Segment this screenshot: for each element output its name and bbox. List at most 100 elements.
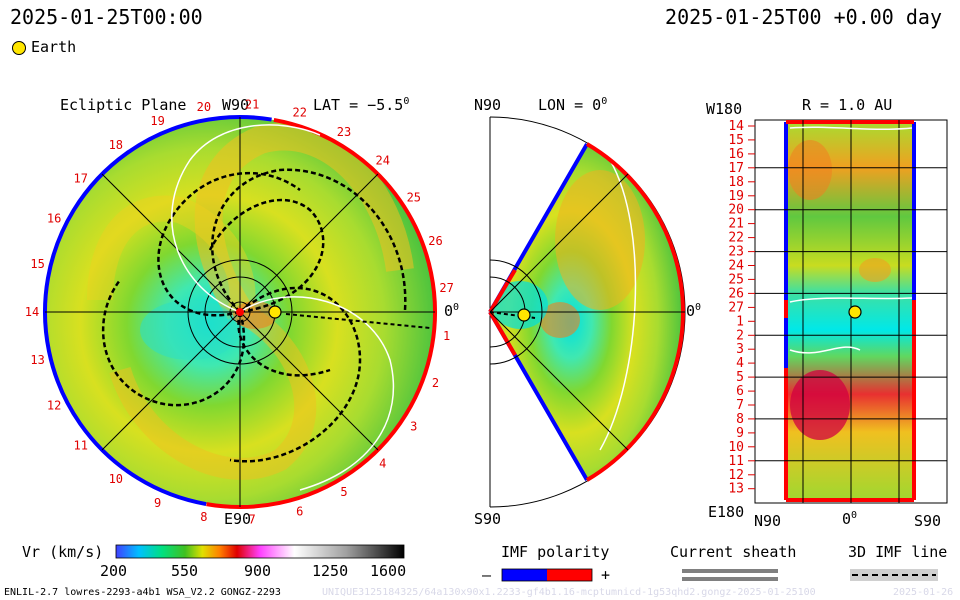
synoptic-row-label-4: 4 xyxy=(736,356,744,371)
synoptic-row-label-7: 7 xyxy=(736,398,744,413)
watermark: UNIQUE3125184325/64a130x90x1.2233-gf4b1.… xyxy=(322,587,816,598)
ecliptic-sector-26: 26 xyxy=(428,234,442,248)
synoptic-row-label-22: 22 xyxy=(728,231,744,246)
imf-polarity-title: IMF polarity xyxy=(501,543,610,561)
ecliptic-sector-1: 1 xyxy=(443,329,450,343)
synoptic-row-label-6: 6 xyxy=(736,384,744,399)
ecliptic-sector-25: 25 xyxy=(407,191,421,205)
meridional-wedge xyxy=(488,116,686,508)
synoptic-row-label-5: 5 xyxy=(736,370,744,385)
ecliptic-lat-label: LAT = −5.50 xyxy=(313,96,410,114)
ecliptic-sector-19: 19 xyxy=(150,114,164,128)
ecliptic-sector-11: 11 xyxy=(73,439,87,453)
imf-negative-swatch xyxy=(502,569,547,581)
watermark-date: 2025-01-26 xyxy=(893,587,954,598)
earth-marker-meridional xyxy=(517,308,531,322)
ecliptic-disc xyxy=(43,115,437,509)
synoptic-map: 1415161718192021222324252627123456789101… xyxy=(728,119,948,504)
synoptic-row-label-27: 27 xyxy=(728,300,744,315)
earth-marker-ecliptic xyxy=(268,305,282,319)
ecliptic-sector-4: 4 xyxy=(379,456,386,470)
colorbar-tick-1250: 1250 xyxy=(312,562,349,580)
ecliptic-sector-3: 3 xyxy=(410,419,417,433)
ecliptic-sector-12: 12 xyxy=(47,398,61,412)
ecliptic-sector-2: 2 xyxy=(432,376,439,390)
earth-legend-label: Earth xyxy=(31,38,77,56)
colorbar-tick-550: 550 xyxy=(171,562,199,580)
ecliptic-title: Ecliptic Plane xyxy=(60,96,187,114)
ecliptic-sector-27: 27 xyxy=(439,281,453,295)
ecliptic-sector-20: 20 xyxy=(197,100,211,114)
colorbar-tick-1600: 1600 xyxy=(370,562,407,580)
synoptic-row-label-19: 19 xyxy=(728,189,744,204)
imf-minus-sign: – xyxy=(482,566,492,584)
synoptic-row-label-8: 8 xyxy=(736,412,744,427)
imf-line-symbol xyxy=(850,569,938,581)
synoptic-x-label-s90: S90 xyxy=(914,512,942,530)
ecliptic-sector-17: 17 xyxy=(73,171,87,185)
ecliptic-sector-7: 7 xyxy=(248,513,255,527)
current-sheath-title: Current sheath xyxy=(670,543,797,561)
ecliptic-sector-14: 14 xyxy=(25,305,39,319)
ecliptic-sector-5: 5 xyxy=(340,485,347,499)
synoptic-row-label-10: 10 xyxy=(728,440,744,455)
synoptic-row-label-20: 20 xyxy=(728,203,744,218)
current-sheath-symbol xyxy=(682,569,778,581)
ecliptic-sector-10: 10 xyxy=(109,472,123,486)
ecliptic-sector-9: 9 xyxy=(154,496,161,510)
ecliptic-sector-18: 18 xyxy=(109,138,123,152)
synoptic-row-label-9: 9 xyxy=(736,426,744,441)
ecliptic-bottom-label: E90 xyxy=(224,510,252,528)
synoptic-row-label-14: 14 xyxy=(728,119,744,134)
ecliptic-sector-23: 23 xyxy=(337,125,351,139)
vr-colorbar xyxy=(115,544,405,559)
meridional-bottom-left: S90 xyxy=(474,510,502,528)
synoptic-x-label-zero: 00 xyxy=(842,510,858,528)
synoptic-row-label-24: 24 xyxy=(728,259,744,274)
right-timestamp: 2025-01-25T00 +0.00 day xyxy=(665,5,942,29)
ecliptic-sector-15: 15 xyxy=(30,257,44,271)
meridional-lon-label: LON = 00 xyxy=(538,96,608,114)
synoptic-row-label-21: 21 xyxy=(728,217,744,232)
synoptic-corner-bottom-left: E180 xyxy=(708,503,745,521)
model-info: ENLIL-2.7 lowres-2293-a4b1 WSA_V2.2 GONG… xyxy=(4,587,281,598)
synoptic-row-label-15: 15 xyxy=(728,133,744,148)
synoptic-row-label-2: 2 xyxy=(736,328,744,343)
ecliptic-sector-22: 22 xyxy=(292,106,306,120)
ecliptic-top-label: W90 xyxy=(222,96,250,114)
imf-line-title: 3D IMF line xyxy=(848,543,948,561)
ecliptic-sector-13: 13 xyxy=(30,353,44,367)
synoptic-corner-top-left: W180 xyxy=(706,100,743,118)
synoptic-row-label-25: 25 xyxy=(728,272,744,287)
earth-marker-synoptic xyxy=(848,305,862,319)
synoptic-row-label-18: 18 xyxy=(728,175,744,190)
synoptic-row-label-13: 13 xyxy=(728,482,744,497)
imf-positive-swatch xyxy=(547,569,592,581)
meridional-right-label: 00 xyxy=(686,302,702,320)
imf-plus-sign: + xyxy=(601,566,611,584)
ecliptic-right-label: 00 xyxy=(444,302,460,320)
ecliptic-sector-8: 8 xyxy=(200,510,207,524)
colorbar-tick-200: 200 xyxy=(100,562,128,580)
synoptic-x-label-n90: N90 xyxy=(754,512,782,530)
synoptic-row-label-3: 3 xyxy=(736,342,744,357)
colorbar-tick-900: 900 xyxy=(244,562,272,580)
colorbar-label: Vr (km/s) xyxy=(22,543,104,561)
synoptic-row-label-23: 23 xyxy=(728,245,744,260)
earth-legend-marker xyxy=(12,41,26,55)
synoptic-row-label-26: 26 xyxy=(728,286,744,301)
synoptic-row-label-1: 1 xyxy=(736,314,744,329)
ecliptic-sector-21: 21 xyxy=(245,97,259,111)
meridional-top-left: N90 xyxy=(474,96,502,114)
synoptic-row-label-17: 17 xyxy=(728,161,744,176)
ecliptic-sector-16: 16 xyxy=(47,212,61,226)
ecliptic-sector-6: 6 xyxy=(296,504,303,518)
synoptic-row-label-11: 11 xyxy=(728,454,744,469)
synoptic-title: R = 1.0 AU xyxy=(802,96,893,114)
left-timestamp: 2025-01-25T00:00 xyxy=(10,5,203,29)
synoptic-row-label-16: 16 xyxy=(728,147,744,162)
ecliptic-sector-24: 24 xyxy=(375,154,389,168)
synoptic-row-label-12: 12 xyxy=(728,468,744,483)
